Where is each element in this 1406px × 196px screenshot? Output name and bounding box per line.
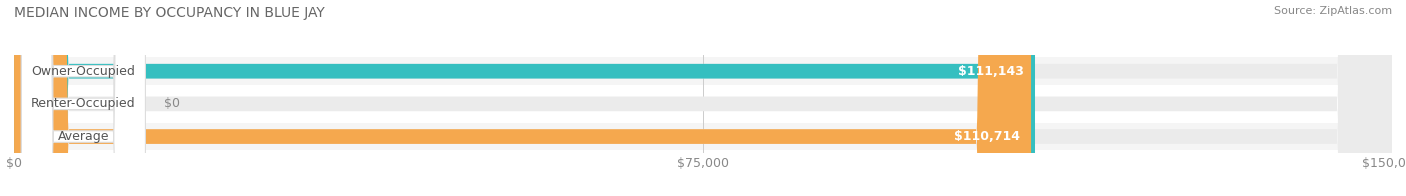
FancyBboxPatch shape [21,0,145,196]
FancyBboxPatch shape [21,0,145,196]
Text: Average: Average [58,130,110,143]
FancyBboxPatch shape [14,90,1392,118]
Text: Owner-Occupied: Owner-Occupied [31,65,135,78]
FancyBboxPatch shape [14,0,1031,196]
Text: Source: ZipAtlas.com: Source: ZipAtlas.com [1274,6,1392,16]
Text: MEDIAN INCOME BY OCCUPANCY IN BLUE JAY: MEDIAN INCOME BY OCCUPANCY IN BLUE JAY [14,6,325,20]
FancyBboxPatch shape [14,0,1035,196]
FancyBboxPatch shape [14,0,1392,196]
FancyBboxPatch shape [21,0,145,196]
Text: $111,143: $111,143 [957,65,1024,78]
Text: $110,714: $110,714 [955,130,1019,143]
FancyBboxPatch shape [14,0,1392,196]
Text: Renter-Occupied: Renter-Occupied [31,97,136,110]
FancyBboxPatch shape [14,57,1392,85]
FancyBboxPatch shape [14,123,1392,151]
Text: $0: $0 [163,97,180,110]
FancyBboxPatch shape [14,0,1392,196]
